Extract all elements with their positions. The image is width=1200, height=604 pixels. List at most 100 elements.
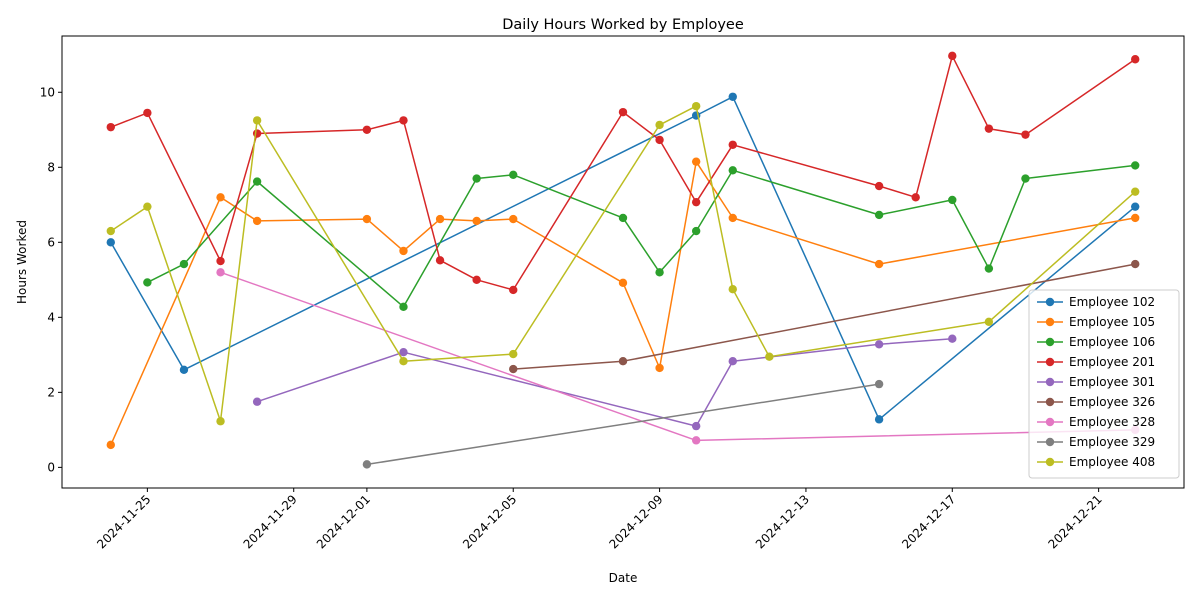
- data-point: [106, 226, 115, 236]
- data-point: [874, 259, 884, 269]
- legend-marker: [1045, 317, 1055, 327]
- y-tick-label: 4: [47, 310, 55, 324]
- data-point: [106, 122, 115, 132]
- data-point: [1131, 259, 1140, 269]
- legend-marker: [1045, 297, 1055, 307]
- legend-item: Employee 408: [1037, 455, 1155, 469]
- series-group: [106, 157, 1140, 450]
- data-point: [1021, 174, 1030, 183]
- data-point: [874, 181, 884, 191]
- series-group: [362, 379, 884, 469]
- data-point: [618, 278, 628, 288]
- data-point: [655, 268, 664, 277]
- legend-item: Employee 328: [1037, 415, 1155, 429]
- series-group: [143, 161, 1140, 312]
- x-tick-label: 2024-12-05: [460, 492, 519, 551]
- data-point: [1131, 161, 1140, 170]
- data-point: [509, 170, 518, 179]
- series-group: [252, 334, 957, 431]
- legend-item: Employee 105: [1037, 315, 1155, 329]
- data-point: [984, 264, 994, 273]
- x-axis-title: Date: [609, 571, 638, 585]
- x-tick-label: 2024-12-01: [314, 492, 373, 551]
- legend-label: Employee 201: [1069, 355, 1155, 369]
- data-point: [1131, 202, 1140, 211]
- data-point: [216, 268, 225, 277]
- series-group: [106, 101, 1140, 426]
- plot-frame: [61, 35, 1185, 489]
- legend-item: Employee 201: [1037, 355, 1155, 369]
- legend-marker: [1045, 437, 1055, 447]
- data-point: [691, 226, 701, 236]
- data-point: [1131, 213, 1140, 223]
- legend-label: Employee 329: [1069, 435, 1155, 449]
- legend-item: Employee 326: [1037, 395, 1155, 409]
- y-axis-title: Hours Worked: [15, 220, 29, 304]
- chart-title: Daily Hours Worked by Employee: [502, 17, 744, 33]
- series-group: [509, 259, 1140, 374]
- data-point: [655, 363, 664, 373]
- data-point: [252, 397, 262, 406]
- data-point: [728, 213, 737, 223]
- data-point: [691, 197, 701, 207]
- data-point: [362, 460, 372, 469]
- data-point: [984, 124, 994, 133]
- x-tick-label: 2024-12-21: [1046, 492, 1105, 551]
- series-group: [106, 92, 1140, 424]
- data-point: [655, 135, 664, 145]
- data-point: [874, 340, 884, 349]
- x-tick-label: 2024-11-25: [94, 492, 153, 551]
- data-point: [691, 421, 701, 431]
- y-tick-label: 10: [40, 85, 55, 99]
- data-point: [911, 193, 920, 202]
- data-point: [216, 417, 225, 426]
- data-point: [618, 357, 628, 366]
- legend-label: Employee 408: [1069, 455, 1155, 469]
- y-tick-label: 0: [47, 460, 55, 474]
- y-tick-label: 6: [47, 235, 55, 249]
- legend-label: Employee 328: [1069, 415, 1155, 429]
- data-point: [362, 125, 372, 134]
- data-point: [179, 259, 189, 269]
- legend-marker: [1045, 357, 1055, 367]
- data-point: [399, 302, 408, 312]
- data-point: [472, 174, 481, 183]
- data-point: [435, 256, 445, 265]
- series-line: [110, 105, 1136, 422]
- series-line: [147, 164, 1136, 308]
- series-line: [256, 337, 953, 427]
- series-line: [366, 383, 880, 466]
- data-point: [1131, 187, 1140, 196]
- legend-item: Employee 106: [1037, 335, 1155, 349]
- data-point: [216, 193, 225, 202]
- data-point: [106, 238, 115, 247]
- data-point: [106, 440, 115, 450]
- x-tick-label: 2024-12-13: [753, 492, 812, 551]
- data-point: [655, 120, 664, 130]
- data-point: [874, 379, 884, 389]
- data-point: [691, 436, 701, 445]
- data-point: [948, 334, 957, 343]
- data-point: [216, 256, 225, 266]
- series-line: [110, 160, 1136, 446]
- x-axis: 2024-11-25 2024-11-29 2024-12-01 2024-12-05…: [94, 488, 1105, 551]
- legend-marker: [1045, 397, 1055, 407]
- legend-label: Employee 106: [1069, 335, 1155, 349]
- data-point: [509, 364, 518, 374]
- data-point: [728, 166, 737, 175]
- data-point: [618, 213, 628, 223]
- data-point: [728, 357, 737, 366]
- legend-marker: [1045, 457, 1055, 467]
- data-point: [252, 177, 262, 186]
- legend-box: [1028, 289, 1180, 479]
- data-point: [1021, 130, 1030, 139]
- data-point: [948, 51, 957, 61]
- data-point: [765, 352, 774, 361]
- data-point: [472, 216, 481, 226]
- data-point: [1131, 55, 1140, 64]
- data-point: [509, 214, 518, 224]
- data-point: [143, 202, 152, 211]
- data-point: [399, 246, 408, 256]
